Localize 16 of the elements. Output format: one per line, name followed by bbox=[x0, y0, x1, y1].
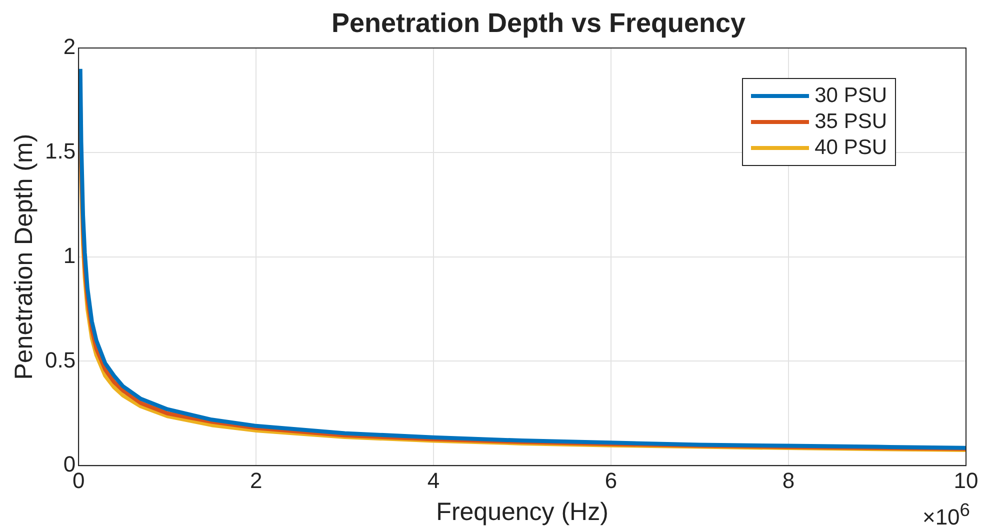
legend-label: 35 PSU bbox=[814, 109, 887, 135]
x-tick-label: 10 bbox=[954, 468, 978, 493]
x-tick-label: 8 bbox=[782, 468, 795, 493]
text: ×10$^{6}$ bbox=[922, 498, 970, 530]
legend-label: 40 PSU bbox=[814, 135, 887, 161]
y-tick-label: 1 bbox=[63, 242, 76, 268]
y-tick-label: 1.5 bbox=[44, 138, 76, 164]
x-tick-label: 2 bbox=[250, 468, 262, 493]
legend-label: 30 PSU bbox=[814, 83, 887, 109]
x-tick-label: 6 bbox=[604, 468, 618, 493]
y-tick-label: 0.5 bbox=[44, 347, 76, 372]
y-tick-label: 2 bbox=[63, 34, 76, 60]
x-tick-label: 4 bbox=[427, 468, 440, 493]
chart-title: Penetration Depth vs Frequency bbox=[330, 8, 747, 39]
x-axis-title: Frequency (Hz) bbox=[436, 498, 608, 526]
y-axis-title: Penetration Depth (m) bbox=[10, 134, 38, 380]
